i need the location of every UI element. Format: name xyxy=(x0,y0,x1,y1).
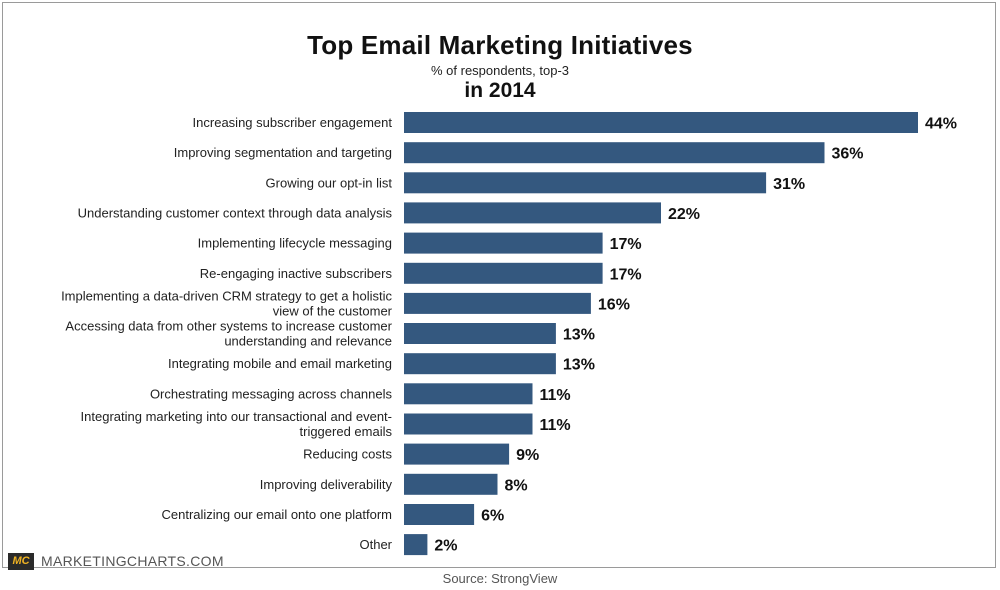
value-label: 9% xyxy=(516,447,539,464)
bar xyxy=(404,323,556,344)
value-label: 31% xyxy=(773,176,805,193)
bar xyxy=(404,473,498,495)
value-label: 6% xyxy=(481,508,504,525)
bar xyxy=(404,534,428,556)
value-label: 2% xyxy=(434,538,457,555)
marketingcharts-logo-icon: MC xyxy=(8,552,34,570)
category-label: Improving deliverability xyxy=(260,477,393,492)
value-label: 13% xyxy=(563,327,595,344)
category-label: Implementing lifecycle messaging xyxy=(198,236,392,251)
value-label: 11% xyxy=(540,387,571,404)
category-label-line: Improving segmentation and targeting xyxy=(174,145,392,160)
category-label-line: Reducing costs xyxy=(303,447,392,462)
bar xyxy=(404,112,918,133)
bar xyxy=(404,413,533,435)
bar xyxy=(404,443,510,465)
chart-title: Top Email Marketing Initiatives xyxy=(307,30,693,60)
bar xyxy=(404,202,661,224)
category-label-line: Orchestrating messaging across channels xyxy=(150,386,393,401)
category-label: Implementing a data-driven CRM strategy … xyxy=(61,288,393,318)
chart-year: in 2014 xyxy=(464,79,536,102)
category-label-line: Implementing a data-driven CRM strategy … xyxy=(61,288,392,303)
category-label-line: Other xyxy=(359,537,392,552)
category-label-line: view of the customer xyxy=(273,303,393,318)
bar xyxy=(404,142,825,164)
chart-subtitle: % of respondents, top-3 xyxy=(430,63,570,78)
bar xyxy=(404,504,475,525)
category-label: Integrating mobile and email marketing xyxy=(168,356,392,371)
chart-frame xyxy=(2,2,996,568)
value-label: 16% xyxy=(598,296,630,313)
category-label-line: Centralizing our email onto one platform xyxy=(161,507,392,522)
bar xyxy=(404,292,591,314)
brand[interactable]: MC MARKETINGCHARTS.COM xyxy=(8,552,224,570)
category-label-line: Integrating marketing into our transacti… xyxy=(81,409,392,424)
bar xyxy=(404,353,556,375)
category-label: Re-engaging inactive subscribers xyxy=(200,266,393,281)
category-label: Orchestrating messaging across channels xyxy=(150,386,393,401)
category-label-line: Integrating mobile and email marketing xyxy=(168,356,392,371)
category-label: Understanding customer context through d… xyxy=(78,205,393,220)
value-label: 17% xyxy=(610,236,642,253)
source-note: Source: StrongView xyxy=(442,571,558,586)
category-label-line: Growing our opt-in list xyxy=(266,175,393,190)
category-label: Centralizing our email onto one platform xyxy=(161,507,392,522)
category-label-line: Improving deliverability xyxy=(260,477,393,492)
category-label-line: Re-engaging inactive subscribers xyxy=(200,266,393,281)
brand-name: MARKETINGCHARTS.COM xyxy=(41,553,224,569)
value-label: 44% xyxy=(925,116,957,133)
category-label-line: triggered emails xyxy=(300,424,393,439)
category-label: Growing our opt-in list xyxy=(266,175,393,190)
category-label: Increasing subscriber engagement xyxy=(193,115,393,130)
value-label: 36% xyxy=(832,146,864,163)
category-label-line: understanding and relevance xyxy=(224,334,392,349)
category-label: Integrating marketing into our transacti… xyxy=(81,409,393,439)
bar xyxy=(404,232,603,254)
category-label: Other xyxy=(359,537,392,552)
value-label: 8% xyxy=(505,477,528,494)
category-label: Reducing costs xyxy=(303,447,392,462)
value-label: 13% xyxy=(563,357,595,374)
bar xyxy=(404,262,603,284)
category-label-line: Increasing subscriber engagement xyxy=(193,115,393,130)
category-label-line: Understanding customer context through d… xyxy=(78,205,393,220)
bar xyxy=(404,383,533,405)
category-label: Accessing data from other systems to inc… xyxy=(65,319,392,349)
category-label-line: Implementing lifecycle messaging xyxy=(198,236,392,251)
bar xyxy=(404,172,767,194)
category-label-line: Accessing data from other systems to inc… xyxy=(65,319,392,334)
value-label: 17% xyxy=(610,266,642,283)
value-label: 11% xyxy=(540,417,571,434)
value-label: 22% xyxy=(668,206,700,223)
category-label: Improving segmentation and targeting xyxy=(174,145,392,160)
